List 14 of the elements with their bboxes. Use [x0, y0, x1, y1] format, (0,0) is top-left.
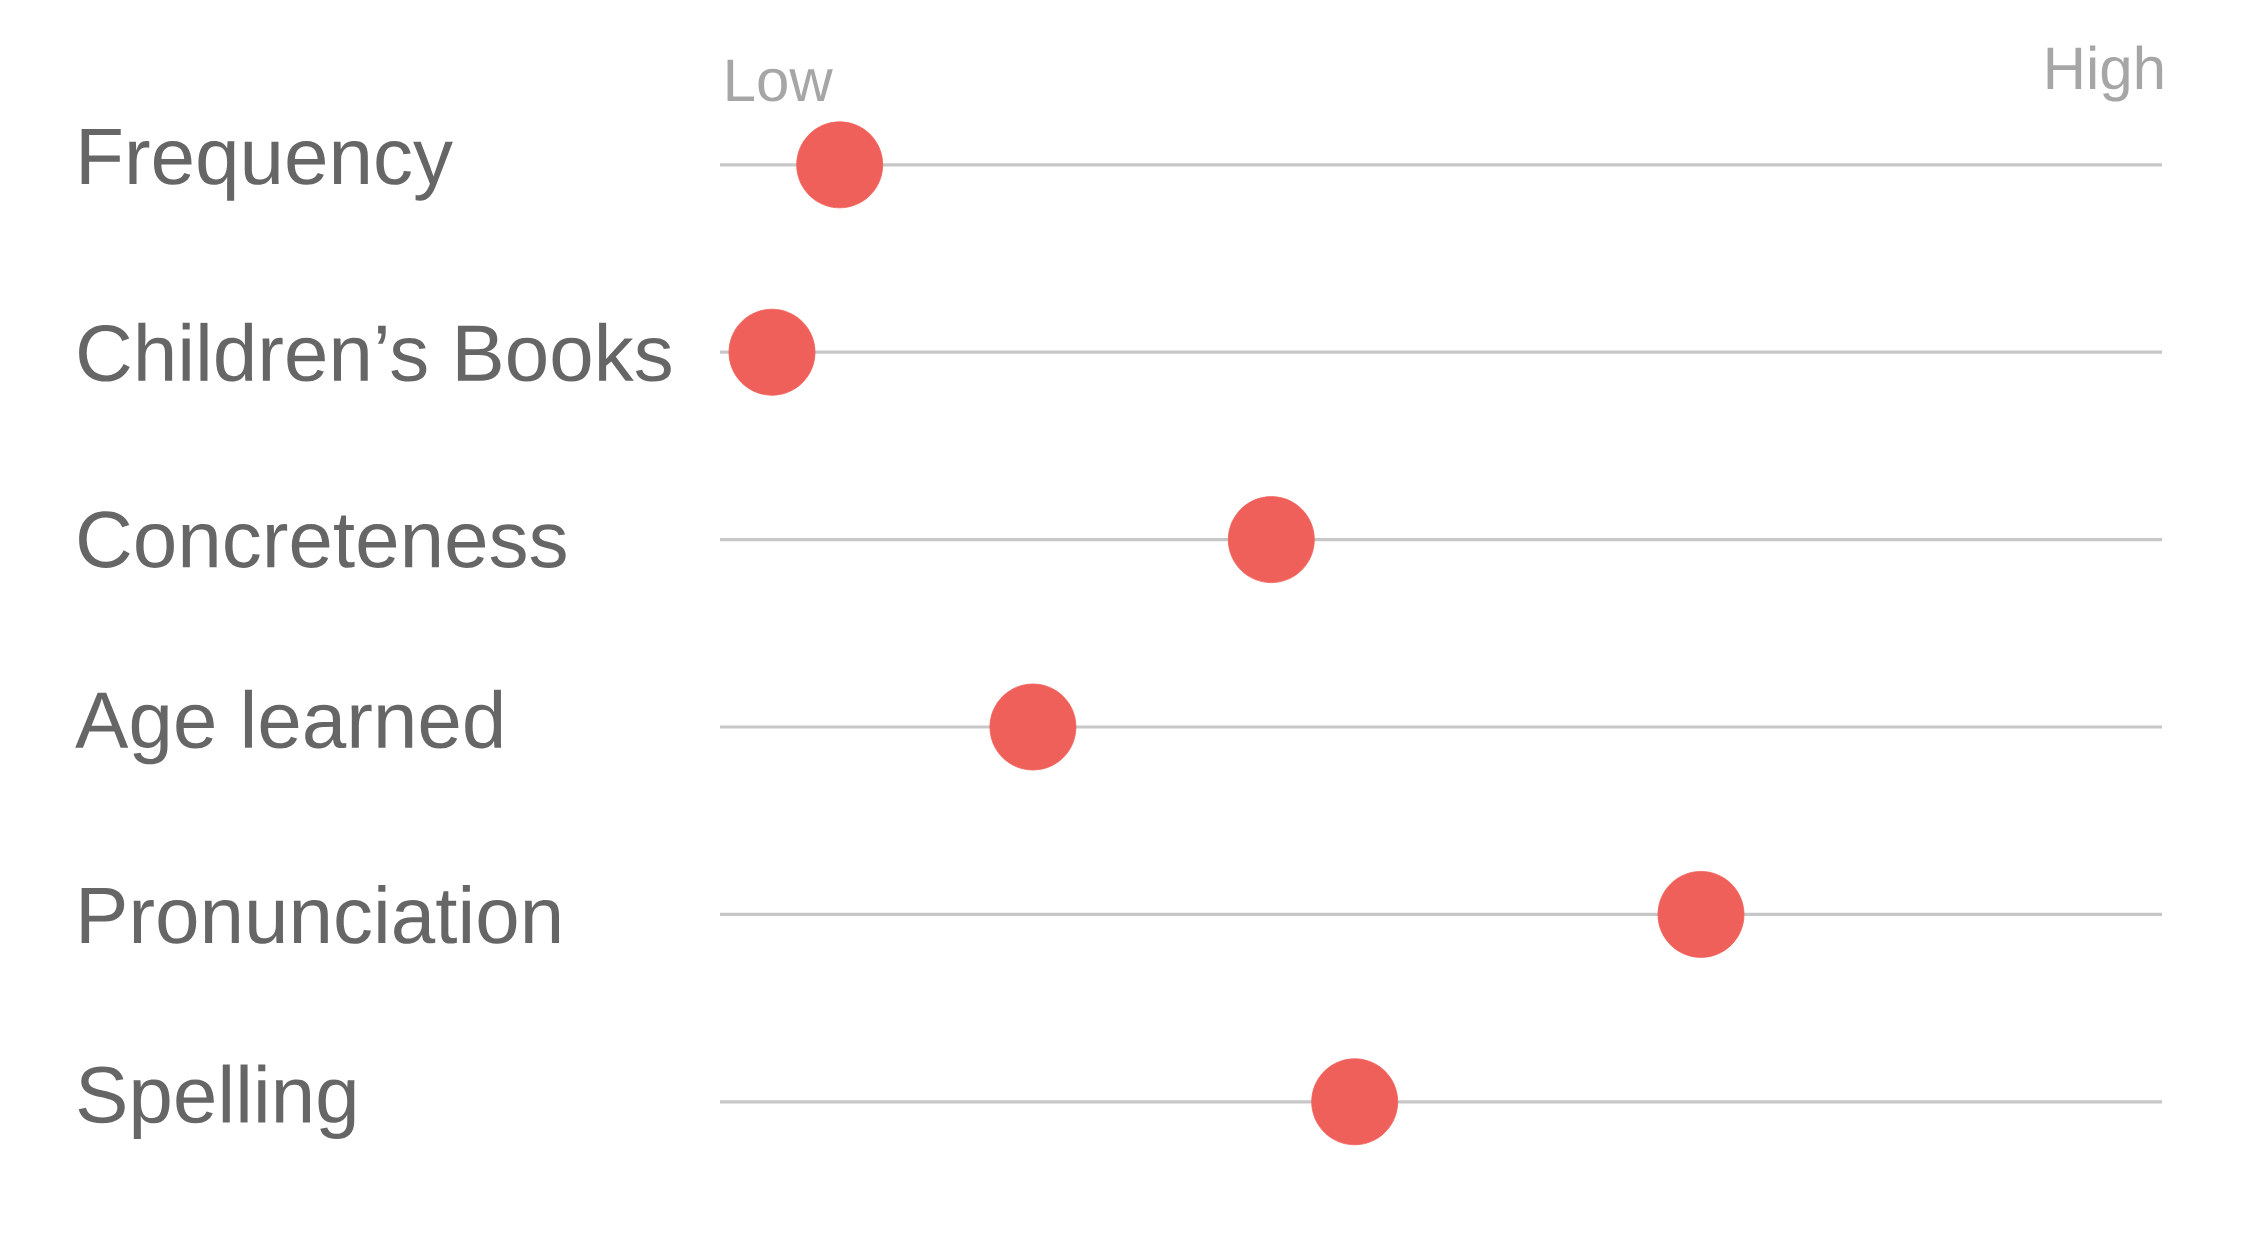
point [1311, 1058, 1399, 1146]
point [989, 683, 1077, 771]
y-tick-label: Frequency [81, 129, 453, 201]
y-tick-label: Children’s Books [79, 322, 671, 382]
point [1227, 496, 1315, 584]
y-tick-label: Spelling [78, 1064, 355, 1140]
y-tick-label: Age learned [75, 689, 502, 765]
y-tick-label: Pronunciation [81, 885, 560, 944]
y-tick-label: Concreteness [79, 511, 566, 568]
text: Low [727, 59, 833, 102]
text: High [2047, 45, 2163, 102]
point [1657, 871, 1745, 958]
point [796, 121, 884, 209]
point [728, 308, 816, 396]
